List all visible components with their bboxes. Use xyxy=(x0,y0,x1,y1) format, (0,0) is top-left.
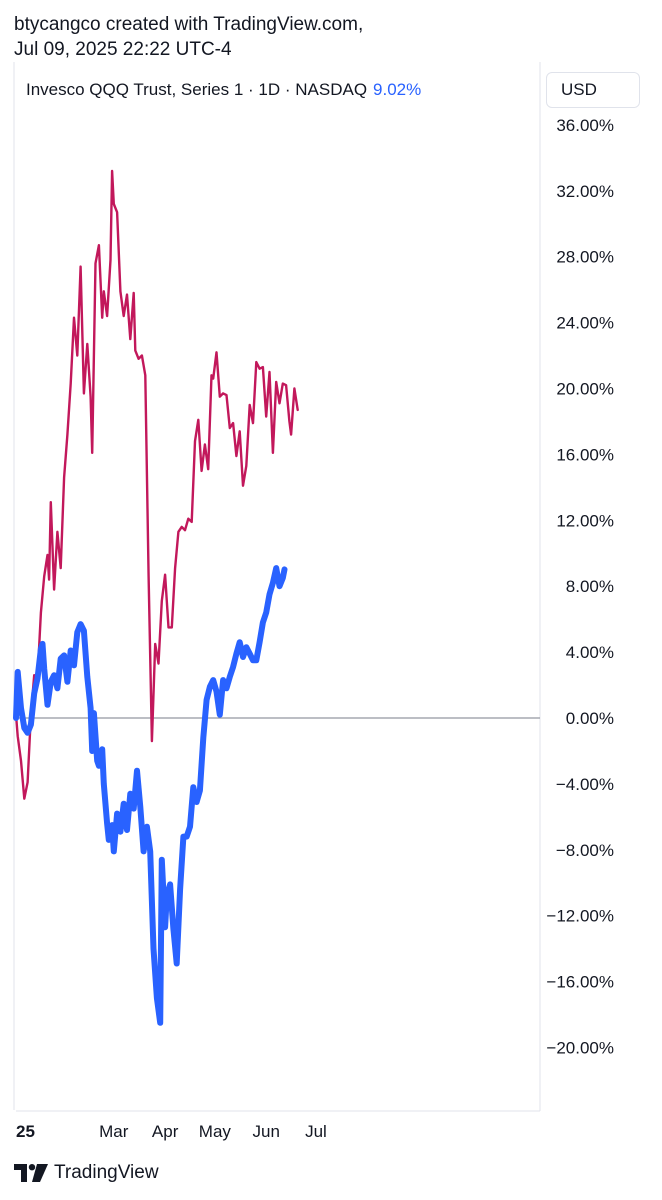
series-line-comparison xyxy=(14,169,299,800)
series-line-qqq xyxy=(13,565,288,1026)
tradingview-logo-icon xyxy=(14,1164,48,1182)
y-tick-label: −4.00% xyxy=(556,775,614,794)
y-tick-label: 12.00% xyxy=(556,511,614,530)
chart-timestamp: Jul 09, 2025 22:22 UTC-4 xyxy=(14,39,232,60)
y-tick-label: 4.00% xyxy=(566,643,614,662)
y-tick-label: −16.00% xyxy=(546,973,614,992)
y-tick-label: −20.00% xyxy=(546,1039,614,1058)
x-tick-label: Jun xyxy=(253,1122,280,1141)
x-tick-label: Jul xyxy=(305,1122,327,1141)
x-tick-label: Mar xyxy=(99,1122,129,1141)
legend-change: 9.02% xyxy=(373,80,422,99)
chart-credit-line: btycangco created with TradingView.com, xyxy=(14,14,364,35)
y-tick-label: 28.00% xyxy=(556,248,614,267)
currency-button[interactable]: USD xyxy=(546,72,640,108)
y-tick-label: 36.00% xyxy=(556,116,614,135)
y-tick-label: 32.00% xyxy=(556,182,614,201)
legend-symbol: Invesco QQQ Trust, Series 1 · 1D · NASDA… xyxy=(26,80,368,99)
tradingview-footer[interactable]: TradingView xyxy=(14,1160,159,1186)
y-tick-label: 20.00% xyxy=(556,380,614,399)
footer-brand: TradingView xyxy=(54,1162,159,1183)
x-tick-label: May xyxy=(199,1122,232,1141)
y-tick-label: 16.00% xyxy=(556,445,614,464)
y-tick-label: 24.00% xyxy=(556,314,614,333)
y-tick-label: 8.00% xyxy=(566,577,614,596)
x-tick-label: 25 xyxy=(16,1122,35,1141)
x-tick-label: Apr xyxy=(152,1122,179,1141)
y-tick-label: −12.00% xyxy=(546,907,614,926)
y-tick-label: 0.00% xyxy=(566,709,614,728)
y-tick-label: −8.00% xyxy=(556,841,614,860)
series-legend[interactable]: Invesco QQQ Trust, Series 1 · 1D · NASDA… xyxy=(26,80,421,100)
